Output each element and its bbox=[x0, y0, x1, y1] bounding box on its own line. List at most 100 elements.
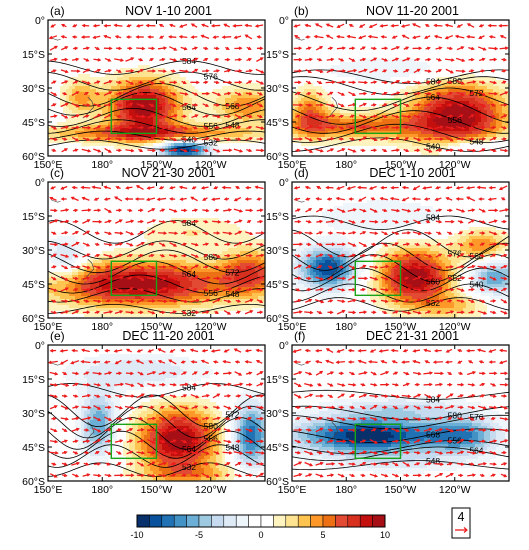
field-cell bbox=[153, 77, 157, 81]
field-cell bbox=[216, 95, 220, 99]
field-cell bbox=[183, 143, 187, 147]
field-cell bbox=[129, 140, 133, 144]
field-cell bbox=[213, 143, 217, 147]
wind-arrow bbox=[93, 113, 101, 119]
field-cell bbox=[183, 104, 187, 108]
field-cell bbox=[316, 146, 320, 150]
field-cell bbox=[421, 68, 425, 72]
field-cell bbox=[430, 104, 434, 108]
wind-arrowhead bbox=[194, 114, 199, 118]
field-cell bbox=[334, 113, 338, 117]
field-cell bbox=[186, 143, 190, 147]
field-cell bbox=[400, 59, 404, 63]
field-cell bbox=[316, 107, 320, 111]
field-cell bbox=[382, 143, 386, 147]
wind-arrow bbox=[499, 47, 508, 50]
field-cell bbox=[72, 122, 76, 126]
field-cell bbox=[141, 41, 145, 45]
field-cell bbox=[171, 38, 175, 42]
field-cell bbox=[427, 56, 431, 60]
wind-arrowhead bbox=[494, 46, 499, 51]
field-cell bbox=[219, 101, 223, 105]
field-cell bbox=[96, 107, 100, 111]
field-cell bbox=[156, 89, 160, 93]
field-cell bbox=[159, 44, 163, 48]
field-cell bbox=[505, 104, 509, 108]
field-cell bbox=[427, 140, 431, 144]
field-cell bbox=[60, 83, 64, 87]
field-cell bbox=[445, 131, 449, 135]
field-cell bbox=[400, 77, 404, 81]
field-cell bbox=[252, 107, 256, 111]
field-cell bbox=[331, 119, 335, 123]
field-cell bbox=[292, 92, 296, 96]
field-cell bbox=[346, 119, 350, 123]
field-cell bbox=[379, 77, 383, 81]
field-cell bbox=[427, 152, 431, 156]
field-cell bbox=[391, 119, 395, 123]
field-cell bbox=[448, 152, 452, 156]
field-cell bbox=[355, 134, 359, 138]
field-cell bbox=[189, 152, 193, 156]
field-cell bbox=[388, 146, 392, 150]
field-cell bbox=[159, 86, 163, 90]
field-cell bbox=[301, 89, 305, 93]
field-cell bbox=[249, 110, 253, 114]
field-cell bbox=[346, 143, 350, 147]
field-cell bbox=[168, 74, 172, 78]
field-cell bbox=[75, 95, 79, 99]
wind-arrowhead bbox=[76, 104, 80, 108]
field-cell bbox=[99, 29, 103, 33]
field-cell bbox=[111, 128, 115, 132]
field-cell bbox=[177, 125, 181, 129]
field-cell bbox=[63, 104, 67, 108]
field-cell bbox=[108, 29, 112, 33]
field-cell bbox=[403, 125, 407, 129]
field-cell bbox=[57, 47, 61, 51]
field-cell bbox=[132, 143, 136, 147]
field-cell bbox=[310, 110, 314, 114]
field-cell bbox=[168, 119, 172, 123]
field-cell bbox=[430, 116, 434, 120]
field-cell bbox=[397, 140, 401, 144]
field-cell bbox=[406, 119, 410, 123]
wind-arrowhead bbox=[75, 138, 80, 142]
field-cell bbox=[165, 89, 169, 93]
field-cell bbox=[102, 80, 106, 84]
field-cell bbox=[322, 92, 326, 96]
field-cell bbox=[364, 140, 368, 144]
field-cell bbox=[261, 134, 265, 138]
field-cell bbox=[141, 62, 145, 66]
field-cell bbox=[207, 83, 211, 87]
field-cell bbox=[207, 134, 211, 138]
wind-arrowhead bbox=[293, 24, 298, 28]
field-cell bbox=[144, 113, 148, 117]
field-cell bbox=[66, 101, 70, 105]
field-cell bbox=[105, 116, 109, 120]
field-cell bbox=[319, 134, 323, 138]
field-cell bbox=[466, 143, 470, 147]
field-cell bbox=[198, 32, 202, 36]
field-cell bbox=[436, 143, 440, 147]
field-cell bbox=[234, 125, 238, 129]
field-cell bbox=[189, 125, 193, 129]
field-cell bbox=[433, 83, 437, 87]
field-cell bbox=[394, 77, 398, 81]
wind-arrow bbox=[233, 24, 243, 27]
field-cell bbox=[102, 98, 106, 102]
field-cell bbox=[102, 86, 106, 90]
field-cell bbox=[331, 107, 335, 111]
wind-arrowhead bbox=[254, 24, 259, 28]
field-cell bbox=[66, 131, 70, 135]
field-cell bbox=[234, 140, 238, 144]
wind-arrow bbox=[222, 126, 232, 130]
field-cell bbox=[183, 110, 187, 114]
field-cell bbox=[343, 65, 347, 69]
field-cell bbox=[340, 131, 344, 135]
field-cell bbox=[370, 110, 374, 114]
field-cell bbox=[331, 140, 335, 144]
field-cell bbox=[328, 62, 332, 66]
field-cell bbox=[219, 110, 223, 114]
field-cell bbox=[490, 125, 494, 129]
field-cell bbox=[117, 83, 121, 87]
